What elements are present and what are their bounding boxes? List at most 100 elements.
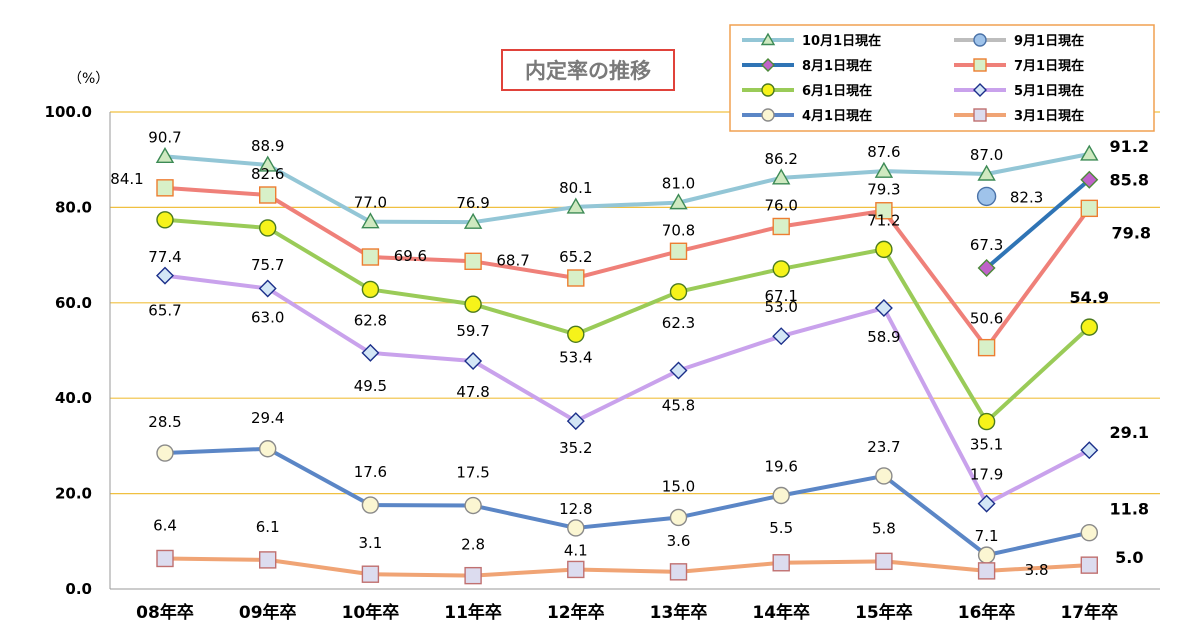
x-category-label: 08年卒: [136, 602, 194, 623]
data-point-marker: [761, 58, 775, 72]
data-point-marker: [977, 546, 996, 564]
series-line: [164, 556, 1090, 578]
data-point-marker: [567, 560, 585, 579]
data-label: 11.8: [1110, 500, 1149, 519]
data-point-marker: [772, 327, 791, 346]
data-label: 68.7: [496, 251, 529, 269]
data-label: 19.6: [764, 458, 797, 476]
data-label: 62.3: [662, 314, 695, 332]
data-point-marker: [1080, 556, 1099, 574]
data-point-marker: [973, 58, 987, 72]
x-category-label: 11年卒: [444, 602, 502, 623]
legend-label: 10月1日現在: [802, 33, 881, 49]
data-label: 77.4: [148, 248, 181, 266]
data-point-marker: [977, 562, 996, 580]
data-point-marker: [875, 240, 893, 259]
data-point-marker: [361, 496, 380, 514]
data-label: 53.4: [559, 348, 592, 366]
data-point-marker: [976, 186, 997, 207]
data-point-marker: [156, 211, 174, 229]
data-label: 70.8: [662, 221, 695, 239]
data-point-marker: [977, 494, 996, 513]
data-point-marker: [464, 252, 482, 271]
data-label: 65.7: [148, 302, 181, 320]
data-point-marker: [258, 155, 277, 172]
data-label: 49.5: [354, 377, 387, 395]
data-label: 5.8: [872, 519, 896, 537]
data-label: 62.8: [354, 311, 387, 329]
data-point-marker: [259, 186, 277, 204]
data-point-marker: [156, 179, 174, 197]
y-tick-label: 100.0: [45, 103, 92, 121]
data-point-marker: [977, 412, 996, 431]
x-category-label: 09年卒: [239, 602, 297, 623]
x-category-label: 14年卒: [752, 602, 810, 623]
data-point-marker: [875, 552, 893, 571]
data-label: 5.0: [1115, 548, 1143, 567]
y-axis-ticks: 0.0 20.0 40.0 60.0 80.0 100.0: [45, 103, 92, 598]
data-point-marker: [1080, 318, 1099, 336]
data-point-marker: [977, 338, 996, 357]
y-tick-label: 40.0: [55, 389, 92, 407]
data-point-marker: [875, 202, 893, 220]
data-point-marker: [1080, 441, 1099, 460]
y-axis-unit: （%）: [68, 71, 109, 87]
legend-item: 7月1日現在: [954, 58, 1084, 74]
series-line: [164, 185, 1091, 350]
data-label: 79.3: [867, 181, 900, 199]
legend-item: 4月1日現在: [742, 108, 872, 124]
x-category-label: 13年卒: [650, 602, 708, 623]
x-category-label: 15年卒: [855, 602, 913, 623]
data-label: 4.1: [564, 541, 588, 559]
data-label: 77.0: [354, 194, 387, 212]
legend-label: 3月1日現在: [1014, 108, 1084, 124]
data-point-marker: [1080, 524, 1099, 542]
data-label: 82.3: [1010, 188, 1043, 206]
data-label: 85.8: [1110, 171, 1149, 190]
data-label: 3.8: [1025, 561, 1049, 579]
x-axis-categories: 08年卒 09年卒 10年卒 11年卒 12年卒 13年卒 14年卒 15年卒 16年卒 17年卒: [136, 602, 1118, 623]
legend: 10月1日現在 9月1日現在 8月1日現在 7月1日現在 6月1日現在 5月1日現在 4月1…: [729, 24, 1155, 132]
data-point-marker: [361, 565, 380, 583]
data-point-marker: [973, 33, 987, 47]
data-point-marker: [973, 83, 987, 97]
data-point-marker: [156, 444, 174, 462]
data-point-marker: [566, 412, 585, 431]
data-label: 90.7: [148, 128, 181, 146]
data-point-marker: [361, 212, 380, 229]
data-point-marker: [566, 197, 586, 214]
data-label: 35.1: [970, 436, 1003, 454]
data-label: 3.6: [667, 532, 691, 550]
legend-item: 8月1日現在: [742, 58, 872, 74]
series-5: 65.7 63.0 49.5 47.8 35.2 45.8 53.0 58.9 17.9 29.1: [148, 266, 1149, 513]
data-point-marker: [1080, 144, 1099, 161]
legend-label: 4月1日現在: [802, 108, 872, 124]
series-line: [164, 446, 1090, 558]
series-line: [164, 217, 1091, 424]
data-point-marker: [1080, 199, 1099, 218]
data-point-marker: [761, 108, 775, 122]
data-label: 88.9: [251, 137, 284, 155]
data-point-marker: [567, 325, 585, 343]
data-point-marker: [669, 193, 688, 210]
data-label: 12.8: [559, 500, 592, 518]
data-label: 23.7: [867, 438, 900, 456]
series-group: 90.7 88.9 77.0 76.9 80.1 81.0 86.2 87.6 87.0 91.2…: [110, 128, 1151, 585]
legend-label: 8月1日現在: [802, 58, 872, 74]
data-point-marker: [760, 32, 776, 46]
data-point-marker: [259, 219, 277, 237]
data-label: 67.3: [970, 236, 1003, 254]
data-label: 81.0: [662, 175, 695, 193]
data-point-marker: [874, 299, 893, 318]
data-point-marker: [567, 519, 585, 537]
legend-item: 6月1日現在: [742, 83, 872, 99]
data-point-marker: [463, 212, 483, 229]
data-point-marker: [464, 566, 482, 585]
y-tick-label: 80.0: [55, 198, 92, 216]
series-line: [164, 273, 1091, 506]
data-point-marker: [1080, 170, 1099, 189]
data-point-marker: [772, 217, 790, 236]
data-point-marker: [772, 554, 790, 572]
series-0: 90.7 88.9 77.0 76.9 80.1 81.0 86.2 87.6 87.0 91.2: [148, 128, 1149, 229]
